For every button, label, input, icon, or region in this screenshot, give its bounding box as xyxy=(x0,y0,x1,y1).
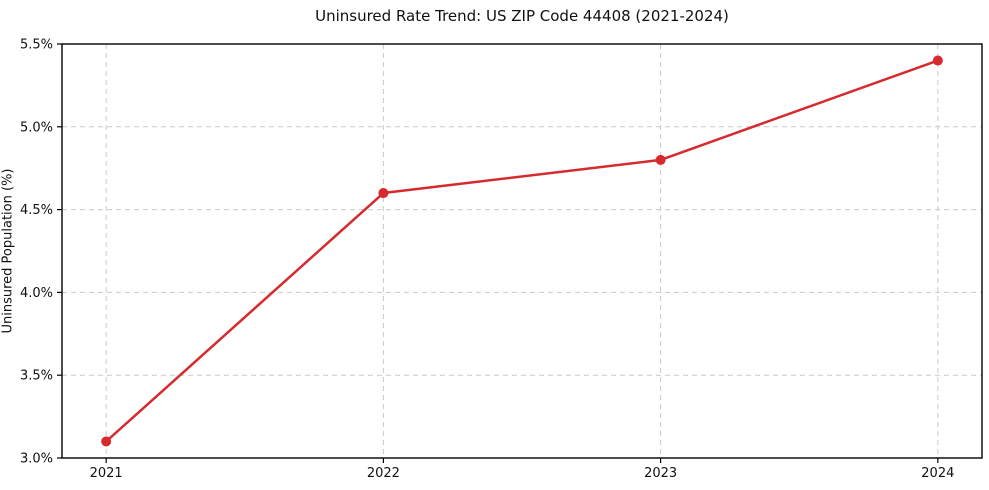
trend-line xyxy=(104,59,940,443)
x-tick-label: 2021 xyxy=(90,466,123,481)
plot-border xyxy=(61,43,983,459)
x-tick-label: 2024 xyxy=(921,466,954,481)
y-tick-label: 4.0% xyxy=(20,286,53,301)
data-point-marker xyxy=(101,436,112,447)
data-point-marker xyxy=(932,55,943,66)
x-tick-label: 2022 xyxy=(367,466,400,481)
x-tick-label: 2023 xyxy=(644,466,677,481)
data-point-marker xyxy=(655,154,666,165)
y-tick-label: 3.5% xyxy=(20,369,53,384)
data-point-marker xyxy=(378,188,389,199)
y-tick-label: 4.5% xyxy=(20,203,53,218)
y-tick-label: 5.0% xyxy=(20,120,53,135)
y-tick-label: 3.0% xyxy=(20,452,53,467)
y-tick-label: 5.5% xyxy=(20,38,53,53)
chart-title: Uninsured Rate Trend: US ZIP Code 44408 … xyxy=(315,7,729,25)
